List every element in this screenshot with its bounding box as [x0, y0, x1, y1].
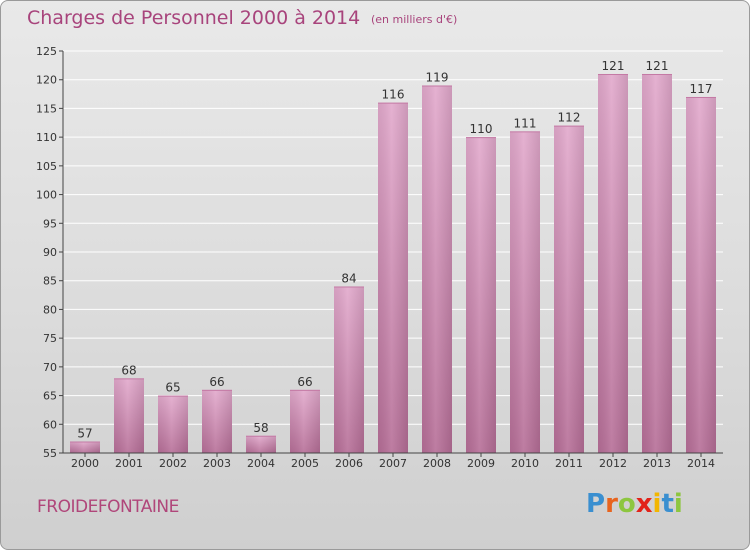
bar-shade	[378, 102, 408, 453]
y-tick-label: 115	[36, 102, 57, 115]
bar-shade	[158, 395, 188, 453]
bar-value-label: 65	[165, 381, 180, 395]
bar-shade	[422, 85, 452, 453]
bar-value-label: 119	[426, 70, 449, 84]
y-tick-label: 90	[43, 246, 57, 259]
x-tick-label: 2005	[291, 457, 319, 470]
x-tick-label: 2007	[379, 457, 407, 470]
bar-value-label: 68	[121, 363, 136, 377]
bar-shade	[246, 435, 276, 453]
bar-value-label: 58	[253, 421, 268, 435]
y-tick-label: 60	[43, 418, 57, 431]
bar-shade	[290, 389, 320, 453]
y-tick-label: 125	[36, 45, 57, 58]
y-tick-label: 100	[36, 189, 57, 202]
y-tick-label: 75	[43, 332, 57, 345]
bar-value-label: 121	[602, 59, 625, 73]
bar-shade	[202, 389, 232, 453]
bar-value-label: 116	[382, 88, 405, 102]
chart-title: Charges de Personnel 2000 à 2014	[27, 7, 361, 29]
bar-shade	[70, 441, 100, 453]
bar-value-label: 84	[341, 271, 356, 285]
y-tick-label: 110	[36, 131, 57, 144]
y-tick-label: 105	[36, 160, 57, 173]
bar-shade	[114, 378, 144, 453]
bar-value-label: 57	[77, 427, 92, 441]
x-tick-label: 2004	[247, 457, 275, 470]
x-tick-label: 2003	[203, 457, 231, 470]
commune-name: FROIDEFONTAINE	[37, 497, 179, 517]
x-tick-label: 2010	[511, 457, 539, 470]
y-tick-label: 80	[43, 303, 57, 316]
x-tick-label: 2012	[599, 457, 627, 470]
bar-value-label: 112	[558, 111, 581, 125]
x-tick-label: 2006	[335, 457, 363, 470]
bar-shade	[686, 96, 716, 453]
x-tick-label: 2013	[643, 457, 671, 470]
y-tick-label: 55	[43, 447, 57, 460]
y-tick-label: 85	[43, 275, 57, 288]
bar-shade	[642, 73, 672, 453]
y-tick-label: 120	[36, 74, 57, 87]
bar-value-label: 117	[690, 82, 713, 96]
y-tick-label: 65	[43, 390, 57, 403]
bar-value-label: 66	[297, 375, 312, 389]
x-tick-label: 2008	[423, 457, 451, 470]
x-tick-label: 2001	[115, 457, 143, 470]
bar-value-label: 111	[514, 116, 537, 130]
x-tick-label: 2002	[159, 457, 187, 470]
x-tick-label: 2009	[467, 457, 495, 470]
bar-value-label: 121	[646, 59, 669, 73]
y-tick-label: 70	[43, 361, 57, 374]
y-tick-label: 95	[43, 217, 57, 230]
bar-shade	[554, 125, 584, 454]
bar-shade	[598, 73, 628, 453]
proxiti-logo: Proxiti	[586, 489, 683, 519]
bar-value-label: 66	[209, 375, 224, 389]
x-tick-label: 2011	[555, 457, 583, 470]
bar-shade	[510, 131, 540, 453]
chart-subtitle: (en milliers d'€)	[371, 13, 458, 26]
bar-value-label: 110	[470, 122, 493, 136]
x-tick-label: 2000	[71, 457, 99, 470]
bar-shade	[466, 137, 496, 453]
bar-shade	[334, 286, 364, 453]
x-tick-label: 2014	[687, 457, 715, 470]
